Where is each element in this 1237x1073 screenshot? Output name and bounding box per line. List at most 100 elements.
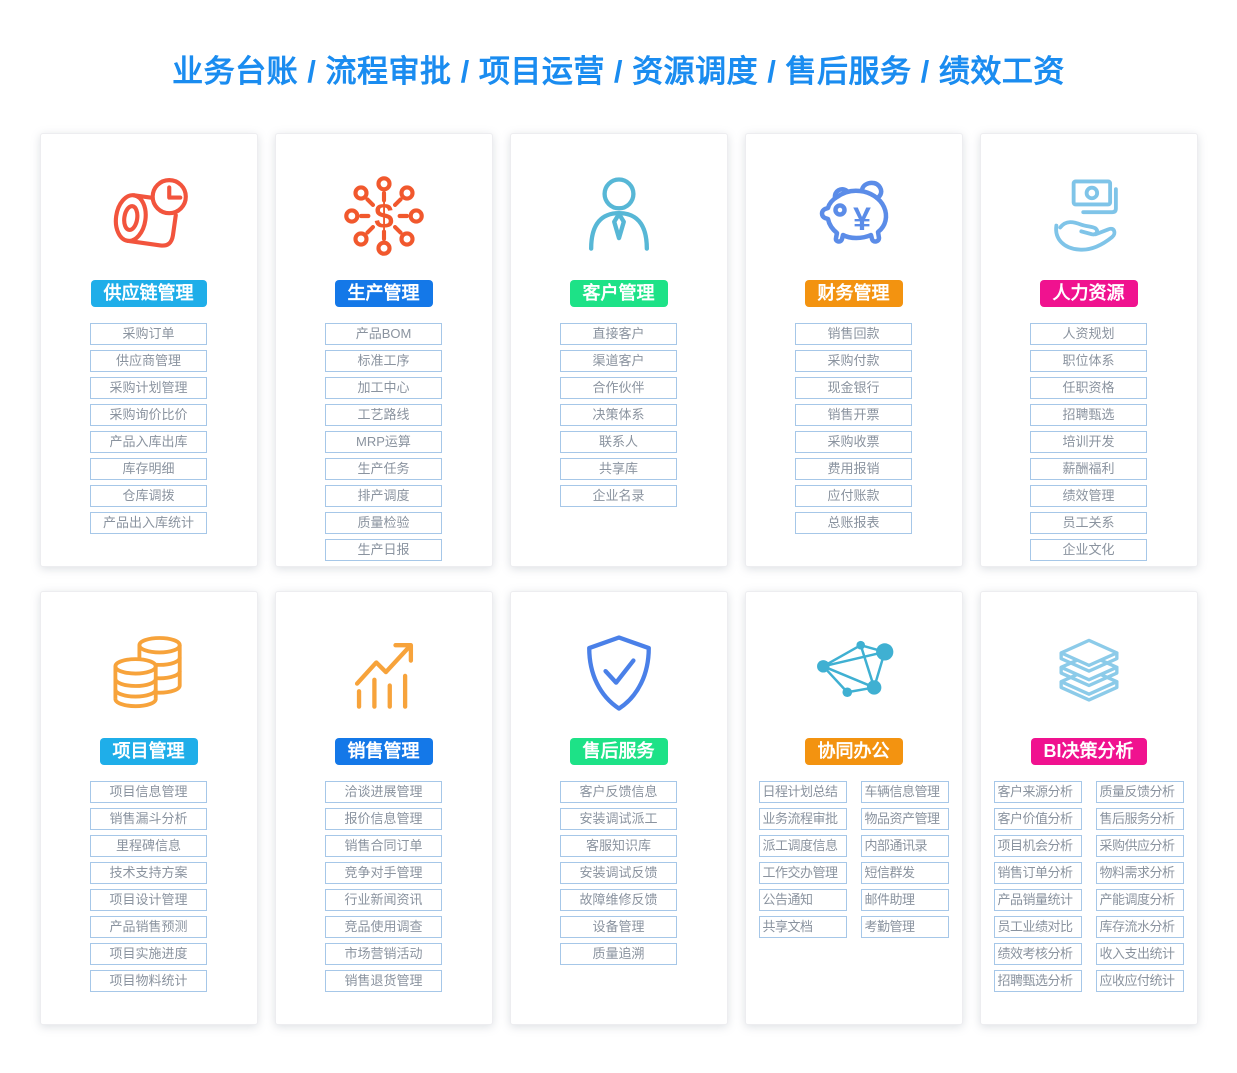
roll-clock-icon [103, 158, 195, 274]
feature-item: 行业新闻资讯 [325, 889, 442, 911]
card-title-supply-chain: 供应链管理 [90, 280, 207, 307]
card-title-project: 项目管理 [99, 738, 198, 765]
feature-item: 竞品使用调查 [325, 916, 442, 938]
card-after-sales: 售后服务客户反馈信息 安装调试派工 客服知识库安装调试反馈 故障维修反馈 设备管理质量追… [509, 591, 728, 1025]
feature-item: 库存流水分析 [1095, 916, 1184, 938]
feature-item: 项目实施进度 [90, 943, 207, 965]
feature-item: 竞争对手管理 [325, 862, 442, 884]
feature-item: 共享库 [560, 458, 677, 480]
card-supply-chain: 供应链管理 采购订单 供应商管理 采购计划管理 采购询价比价 产品入库出库 库存明细 仓库调拨… [39, 133, 258, 567]
feature-item: 采购询价比价 [90, 404, 207, 426]
feature-item: 招聘甄选分析 [993, 970, 1082, 992]
feature-item: 员工业绩对比 [993, 916, 1082, 938]
feature-list: 客户反馈信息 安装调试派工 客服知识库安装调试反馈 故障维修反馈 设备管理质量追溯 [560, 781, 677, 965]
feature-item: 客服知识库 [560, 835, 677, 857]
feature-item: 职位体系 [1030, 350, 1147, 372]
card-sales: 销售管理 洽谈进展管理 报价信息管理 销售合同订单 竞争对手管理 行业新闻资讯 竞品使用调查… [274, 591, 493, 1025]
feature-item: 销售回款 [795, 323, 912, 345]
feature-item: 任职资格 [1030, 377, 1147, 399]
card-title-after-sales: 售后服务 [569, 738, 668, 765]
feature-item: 派工调度信息 [758, 835, 847, 857]
feature-item: 质量检验 [325, 512, 442, 534]
feature-item: MRP运算 [325, 431, 442, 453]
svg-text:$: $ [374, 197, 393, 236]
card-title-customer: 客户管理 [569, 280, 668, 307]
stacked-layers-icon [1041, 616, 1137, 732]
person-icon [571, 158, 667, 274]
feature-item: 人资规划 [1030, 323, 1147, 345]
feature-item: 邮件助理 [860, 889, 949, 911]
feature-item: 客户价值分析 [993, 808, 1082, 830]
feature-item: 安装调试派工 [560, 808, 677, 830]
feature-item: 库存明细 [90, 458, 207, 480]
feature-item: 排产调度 [325, 485, 442, 507]
feature-item: 客户反馈信息 [560, 781, 677, 803]
feature-item: 企业名录 [560, 485, 677, 507]
feature-item: 生产任务 [325, 458, 442, 480]
feature-list: 客户来源分析 客户价值分析 项目机会分析 销售订单分析 产品销量统计 员工业绩对比 绩效考核… [993, 781, 1184, 992]
feature-item: 市场营销活动 [325, 943, 442, 965]
feature-item: 设备管理 [560, 916, 677, 938]
feature-item: 总账报表 [795, 512, 912, 534]
feature-item: 培训开发 [1030, 431, 1147, 453]
feature-item: 工艺路线 [325, 404, 442, 426]
coin-stacks-icon [101, 616, 197, 732]
feature-item: 供应商管理 [90, 350, 207, 372]
feature-item: 报价信息管理 [325, 808, 442, 830]
feature-item: 费用报销 [795, 458, 912, 480]
feature-item: 绩效管理 [1030, 485, 1147, 507]
card-title-production: 生产管理 [334, 280, 433, 307]
feature-item: 应付账款 [795, 485, 912, 507]
feature-item: 业务流程审批 [758, 808, 847, 830]
card-title-sales: 销售管理 [334, 738, 433, 765]
growth-chart-icon [336, 616, 432, 732]
feature-item: 采购付款 [795, 350, 912, 372]
feature-item: 内部通讯录 [860, 835, 949, 857]
feature-item: 项目设计管理 [90, 889, 207, 911]
feature-item: 采购订单 [90, 323, 207, 345]
feature-item: 决策体系 [560, 404, 677, 426]
card-title-finance: 财务管理 [804, 280, 903, 307]
dollar-network-icon: $ [338, 158, 430, 274]
feature-item: 标准工序 [325, 350, 442, 372]
feature-item: 物料需求分析 [1095, 862, 1184, 884]
hand-money-icon [1041, 158, 1137, 274]
feature-item: 产品销量统计 [993, 889, 1082, 911]
feature-item: 产品BOM [325, 323, 442, 345]
feature-item: 项目信息管理 [90, 781, 207, 803]
feature-item: 联系人 [560, 431, 677, 453]
feature-item: 销售漏斗分析 [90, 808, 207, 830]
card-project: 项目管理 项目信息管理 销售漏斗分析 里程碑信息 技术支持方案 项目设计管理 产品销售预测项… [39, 591, 258, 1025]
feature-item: 售后服务分析 [1095, 808, 1184, 830]
feature-list: 采购订单 供应商管理 采购计划管理 采购询价比价 产品入库出库 库存明细 仓库调拨 产品出入库… [90, 323, 207, 534]
card-customer: 客户管理 直接客户 渠道客户 合作伙伴 决策体系 联系人 共享库 企业名录 [509, 133, 728, 567]
feature-item: 安装调试反馈 [560, 862, 677, 884]
card-finance: ¥ 财务管理 销售回款 采购付款 现金银行 销售开票 采购收票 费用报销 应付账款 总账报表 [744, 133, 963, 567]
feature-item: 故障维修反馈 [560, 889, 677, 911]
card-title-bi: BI决策分析 [1030, 738, 1147, 765]
shield-check-icon [571, 616, 667, 732]
feature-item: 物品资产管理 [860, 808, 949, 830]
feature-item: 客户来源分析 [993, 781, 1082, 803]
feature-item: 短信群发 [860, 862, 949, 884]
feature-item: 里程碑信息 [90, 835, 207, 857]
feature-item: 薪酬福利 [1030, 458, 1147, 480]
feature-item: 招聘甄选 [1030, 404, 1147, 426]
network-nodes-icon [806, 616, 902, 732]
feature-item: 仓库调拨 [90, 485, 207, 507]
card-bi: BI决策分析客户来源分析 客户价值分析 项目机会分析 销售订单分析 产品销量统计 员工业绩… [979, 591, 1198, 1025]
feature-list: 销售回款 采购付款 现金银行 销售开票 采购收票 费用报销 应付账款 总账报表 [795, 323, 912, 534]
piggy-bank-icon: ¥ [804, 158, 904, 274]
feature-item: 质量追溯 [560, 943, 677, 965]
feature-item: 企业文化 [1030, 539, 1147, 561]
feature-list: 日程计划总结 业务流程审批 派工调度信息 工作交办管理 公告通知 共享文档 车辆信息管理 物品… [758, 781, 949, 938]
feature-item: 员工关系 [1030, 512, 1147, 534]
feature-item: 共享文档 [758, 916, 847, 938]
feature-item: 采购供应分析 [1095, 835, 1184, 857]
page-title: 业务台账 / 流程审批 / 项目运营 / 资源调度 / 售后服务 / 绩效工资 [172, 54, 1065, 89]
feature-item: 产品销售预测 [90, 916, 207, 938]
feature-item: 生产日报 [325, 539, 442, 561]
feature-item: 产品入库出库 [90, 431, 207, 453]
card-title-collaboration: 协同办公 [804, 738, 903, 765]
feature-item: 应收应付统计 [1095, 970, 1184, 992]
